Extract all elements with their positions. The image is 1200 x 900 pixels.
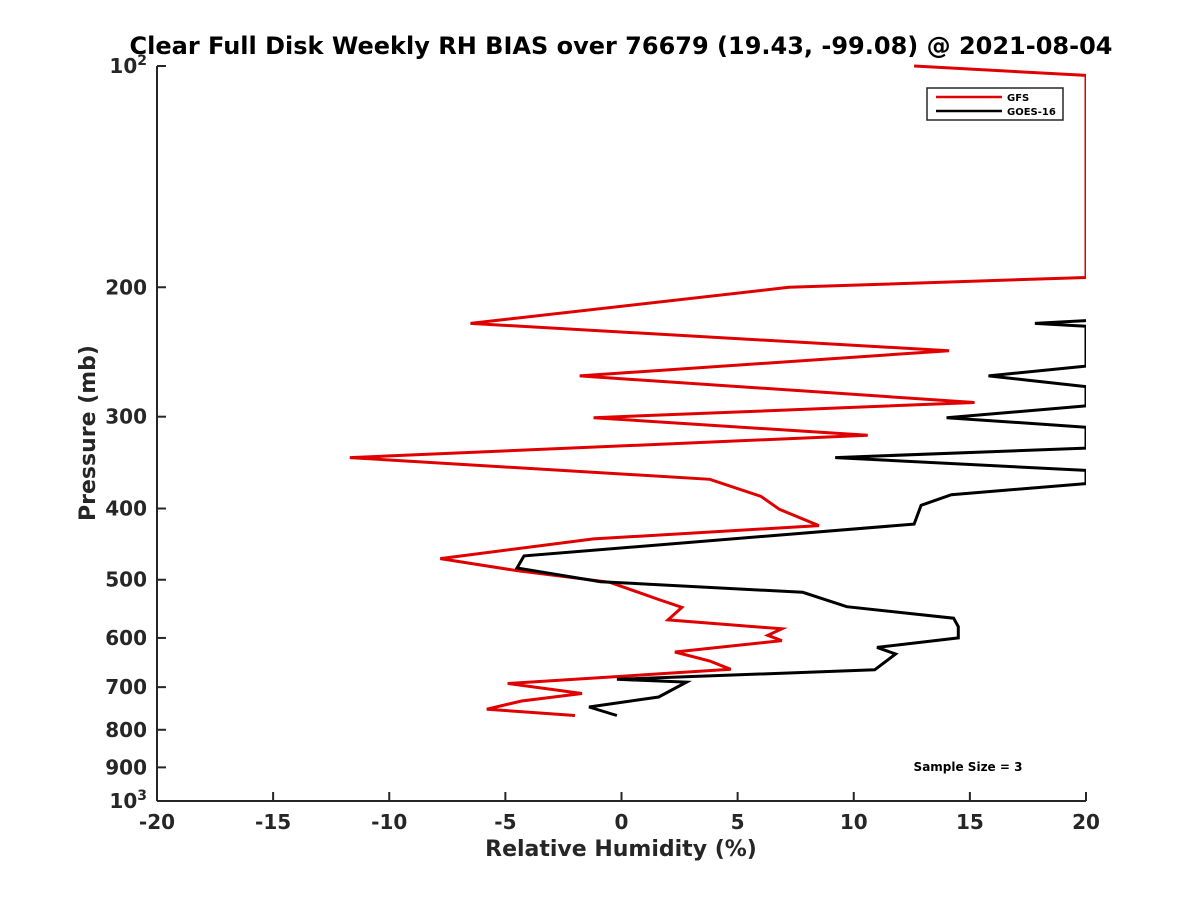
x-tick-label: 20 xyxy=(1072,810,1100,834)
x-tick-label: 5 xyxy=(731,810,745,834)
x-tick-label: -20 xyxy=(139,810,175,834)
legend-label-gfs: GFS xyxy=(1007,93,1029,104)
y-tick-label: 300 xyxy=(105,405,147,429)
y-tick-label: 800 xyxy=(105,718,147,742)
y-tick-label: 102 xyxy=(109,53,147,78)
legend-label-goes16: GOES-16 xyxy=(1007,107,1056,118)
x-axis-label: Relative Humidity (%) xyxy=(485,837,757,862)
x-tick-label: 10 xyxy=(840,810,868,834)
y-ticks: 102 200 300 400 500 600 700 800 900 103 xyxy=(105,53,166,813)
y-tick-label: 500 xyxy=(105,568,147,592)
series-line-goes16 xyxy=(514,319,1086,717)
plot-area: -20 -15 -10 -5 0 5 10 15 20 102 200 300 400 500 600 70… xyxy=(105,53,1100,834)
x-tick-label: 15 xyxy=(956,810,984,834)
x-tick-label: -5 xyxy=(494,810,516,834)
x-tick-label: -10 xyxy=(371,810,407,834)
y-tick-label: 600 xyxy=(105,626,147,650)
legend: GFS GOES-16 xyxy=(926,87,1064,121)
y-tick-label: 700 xyxy=(105,675,147,699)
x-ticks: -20 -15 -10 -5 0 5 10 15 20 xyxy=(139,792,1100,834)
chart-title: Clear Full Disk Weekly RH BIAS over 7667… xyxy=(130,32,1113,60)
x-tick-label: -15 xyxy=(255,810,291,834)
y-axis-label: Pressure (mb) xyxy=(76,345,101,521)
y-tick-label: 103 xyxy=(109,788,147,813)
legend-box xyxy=(926,87,1064,121)
sample-size-annotation: Sample Size = 3 xyxy=(914,760,1023,774)
series-layer xyxy=(349,64,1086,717)
y-tick-label: 400 xyxy=(105,497,147,521)
y-tick-label: 900 xyxy=(105,755,147,779)
series-line-gfs xyxy=(349,64,1086,717)
x-tick-label: 0 xyxy=(615,810,629,834)
y-tick-label: 200 xyxy=(105,275,147,299)
